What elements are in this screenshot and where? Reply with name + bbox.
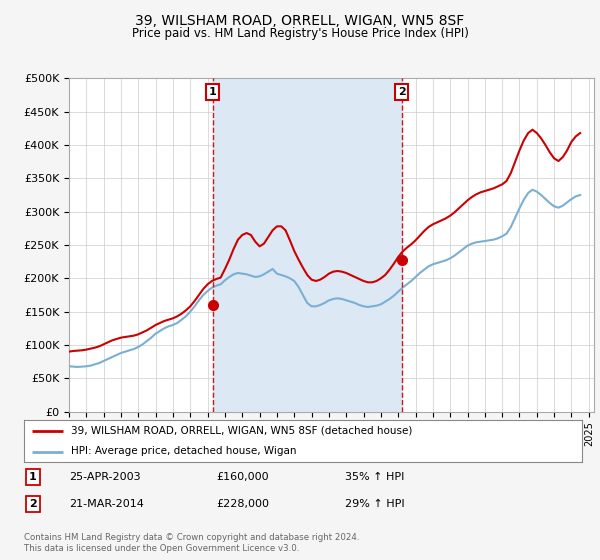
- Text: 39, WILSHAM ROAD, ORRELL, WIGAN, WN5 8SF: 39, WILSHAM ROAD, ORRELL, WIGAN, WN5 8SF: [136, 14, 464, 28]
- Bar: [213, 78, 401, 412]
- Text: 35% ↑ HPI: 35% ↑ HPI: [345, 472, 404, 482]
- Text: Price paid vs. HM Land Registry's House Price Index (HPI): Price paid vs. HM Land Registry's House …: [131, 27, 469, 40]
- Text: 25-APR-2003: 25-APR-2003: [69, 472, 140, 482]
- Text: 21-MAR-2014: 21-MAR-2014: [69, 499, 144, 509]
- Text: 2: 2: [29, 499, 37, 509]
- Text: £228,000: £228,000: [216, 499, 269, 509]
- Text: 1: 1: [209, 87, 217, 97]
- Text: Contains HM Land Registry data © Crown copyright and database right 2024.: Contains HM Land Registry data © Crown c…: [24, 533, 359, 542]
- Text: 29% ↑ HPI: 29% ↑ HPI: [345, 499, 404, 509]
- Text: 1: 1: [29, 472, 37, 482]
- Text: 2: 2: [398, 87, 406, 97]
- Text: HPI: Average price, detached house, Wigan: HPI: Average price, detached house, Wiga…: [71, 446, 297, 456]
- Text: £160,000: £160,000: [216, 472, 269, 482]
- Text: 39, WILSHAM ROAD, ORRELL, WIGAN, WN5 8SF (detached house): 39, WILSHAM ROAD, ORRELL, WIGAN, WN5 8SF…: [71, 426, 413, 436]
- Text: This data is licensed under the Open Government Licence v3.0.: This data is licensed under the Open Gov…: [24, 544, 299, 553]
